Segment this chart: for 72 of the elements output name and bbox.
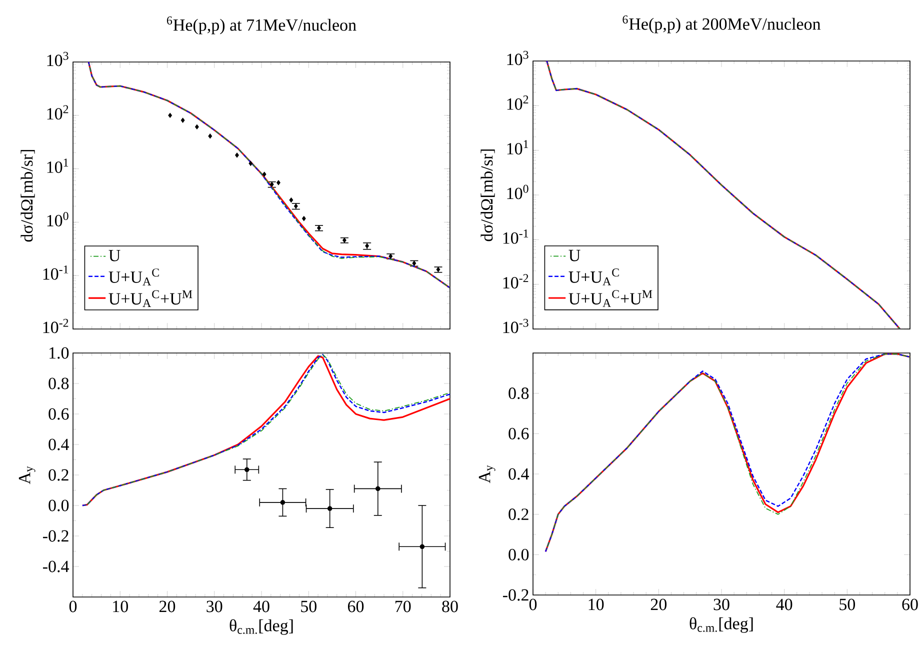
legend-label: U+U$_{A}$C (108, 268, 159, 286)
y-tick-label: 0.8 (48, 378, 69, 390)
x-tick-label: 50 (301, 600, 316, 612)
point (208, 134, 212, 138)
y-tick-label: 10$^{-3}$ (503, 318, 528, 334)
x-tick-label: 10 (588, 598, 604, 610)
y-tick-label: 1.0 (50, 347, 69, 359)
y-tick-label: 0.0 (48, 500, 69, 512)
x-tick-label: 10 (113, 600, 128, 612)
point (289, 198, 294, 202)
point (248, 161, 253, 166)
point (420, 544, 425, 550)
y-tick-label: 10$^{1}$ (507, 140, 528, 154)
y-axis-title: dσ/dΩ[mb/sr] (20, 150, 35, 242)
y-tick-label: 10$^{0}$ (47, 212, 68, 226)
chart-title: $^{6}$He(p,p) at 71MeV/nucleon (166, 16, 356, 34)
x-tick-label: 20 (650, 598, 667, 610)
point (168, 112, 172, 118)
y-tick-label: -0.2 (42, 530, 68, 542)
y-tick-label: 0.6 (508, 428, 529, 440)
y-tick-label: 10$^{3}$ (47, 52, 68, 66)
x-tick-label: 50 (840, 598, 856, 610)
y-tick-label: 0.0 (508, 548, 529, 560)
x-tick-label: 70 (395, 600, 411, 612)
point (280, 500, 286, 505)
x-tick-label: 80 (442, 600, 458, 612)
x-tick-label: 40 (253, 600, 270, 612)
y-tick-label: 10$^{-2}$ (43, 318, 68, 334)
y-tick-label: 10$^{3}$ (507, 50, 528, 66)
x-tick-label: 60 (348, 600, 364, 612)
point (262, 172, 266, 177)
y-tick-label: 0.6 (48, 408, 69, 420)
x-tick-label: 30 (206, 600, 222, 612)
point (195, 124, 199, 130)
y-tick-label: 10$^{-2}$ (503, 274, 528, 288)
point (327, 506, 332, 511)
y-axis-title: dσ/dΩ[mb/sr] (480, 149, 495, 242)
x-tick-label: 40 (776, 598, 792, 610)
y-tick-label: 0.2 (508, 508, 528, 520)
y-tick-label: 10$^{-1}$ (43, 265, 68, 280)
y-tick-label: 10$^{1}$ (47, 158, 68, 173)
x-tick-label: 20 (160, 600, 176, 612)
x-axis-title: θ$_{c.m.}$[deg] (690, 617, 753, 633)
x-axis-title: θ$_{c.m.}$[deg] (230, 619, 293, 635)
point (180, 118, 185, 123)
y-tick-label: 0.4 (48, 438, 70, 450)
x-tick-label: 30 (714, 598, 730, 610)
y-tick-label: 0.4 (508, 468, 529, 480)
y-axis-title: A$_{y}$ (18, 466, 36, 484)
point (244, 467, 250, 472)
y-tick-label: 0.2 (48, 469, 68, 481)
chart-title: $^{6}$He(p,p) at 200MeV/nucleon (622, 15, 821, 34)
y-axis-title: A$_{y}$ (478, 465, 496, 484)
y-tick-label: -0.2 (502, 589, 528, 601)
point (235, 152, 239, 158)
legend-label: U (568, 250, 580, 262)
legend-label: U+U$_{A}$$^{C}$+U$^{M}$ (108, 290, 192, 307)
x-tick-label: 0 (69, 600, 77, 612)
y-tick-label: 10$^{2}$ (507, 95, 528, 110)
legend-label: U+U$_{A}$$^{C}$+U$^{M}$ (568, 290, 652, 307)
legend-label: U (108, 250, 120, 262)
y-tick-label: 10$^{-1}$ (503, 230, 528, 244)
point (276, 180, 280, 186)
y-tick-label: -0.4 (42, 560, 70, 572)
point (302, 216, 306, 221)
y-tick-label: 10$^{2}$ (47, 105, 68, 120)
x-tick-label: 60 (902, 598, 918, 610)
point (375, 486, 380, 492)
y-tick-label: 0.8 (508, 388, 529, 400)
legend-label: U+U$_{A}$C (568, 268, 619, 286)
x-tick-label: 0 (529, 598, 537, 610)
y-tick-label: 10$^{0}$ (507, 184, 528, 200)
